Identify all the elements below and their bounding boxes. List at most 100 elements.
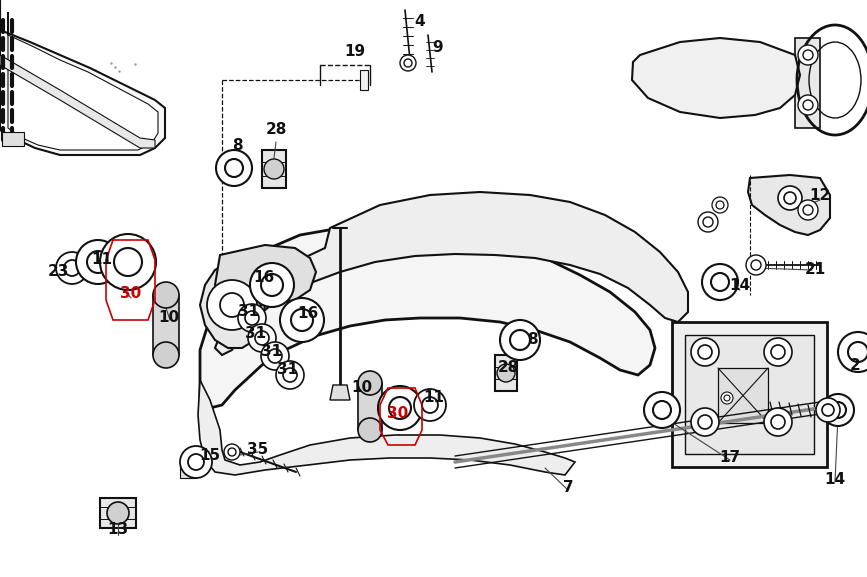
Text: 19: 19: [344, 44, 366, 59]
Text: 11: 11: [92, 253, 113, 268]
Circle shape: [644, 392, 680, 428]
Circle shape: [746, 255, 766, 275]
Text: 17: 17: [720, 451, 740, 466]
Circle shape: [225, 159, 243, 177]
Bar: [360, 70, 368, 90]
Circle shape: [207, 280, 257, 330]
Circle shape: [107, 502, 129, 524]
Circle shape: [224, 444, 240, 460]
Text: 10: 10: [351, 380, 373, 395]
Circle shape: [712, 197, 728, 213]
Text: 4: 4: [414, 14, 426, 29]
Circle shape: [216, 150, 252, 186]
Circle shape: [255, 331, 269, 345]
Circle shape: [771, 415, 785, 429]
Text: 11: 11: [423, 389, 445, 404]
Bar: [180, 462, 196, 478]
Text: 35: 35: [247, 443, 269, 458]
Text: 31: 31: [245, 325, 266, 340]
Text: 16: 16: [297, 305, 319, 320]
Circle shape: [798, 95, 818, 115]
Circle shape: [100, 234, 156, 290]
Circle shape: [691, 408, 719, 436]
Circle shape: [276, 361, 304, 389]
Circle shape: [798, 45, 818, 65]
Circle shape: [245, 311, 259, 325]
Circle shape: [711, 273, 729, 291]
Polygon shape: [632, 38, 800, 118]
Circle shape: [261, 342, 289, 370]
Circle shape: [798, 200, 818, 220]
Circle shape: [784, 192, 796, 204]
Polygon shape: [200, 225, 655, 408]
Circle shape: [153, 342, 179, 368]
Circle shape: [358, 418, 382, 442]
Circle shape: [220, 293, 244, 317]
Text: 8: 8: [526, 332, 538, 347]
Circle shape: [803, 50, 813, 60]
Circle shape: [698, 345, 712, 359]
Circle shape: [803, 205, 813, 215]
Text: 30: 30: [388, 406, 408, 421]
Text: 30: 30: [121, 287, 141, 302]
Bar: [100, 498, 136, 528]
Text: 8: 8: [231, 137, 242, 152]
Circle shape: [803, 100, 813, 110]
Text: 15: 15: [199, 448, 220, 463]
Text: 7: 7: [563, 481, 573, 496]
Polygon shape: [215, 245, 316, 310]
Text: 28: 28: [498, 359, 518, 374]
Circle shape: [751, 260, 761, 270]
Text: 31: 31: [238, 305, 259, 320]
Circle shape: [228, 448, 236, 456]
Circle shape: [764, 338, 792, 366]
Polygon shape: [0, 55, 155, 148]
Circle shape: [500, 320, 540, 360]
Circle shape: [248, 324, 276, 352]
Text: 9: 9: [433, 40, 443, 55]
Circle shape: [702, 264, 738, 300]
Text: 13: 13: [108, 523, 128, 538]
Circle shape: [188, 454, 204, 470]
Circle shape: [389, 397, 411, 419]
Bar: [153, 295, 179, 355]
Text: 16: 16: [253, 271, 275, 286]
Circle shape: [268, 349, 282, 363]
Text: 23: 23: [48, 264, 68, 279]
Circle shape: [716, 201, 724, 209]
Circle shape: [830, 402, 846, 418]
Bar: [358, 383, 382, 430]
Circle shape: [87, 251, 109, 273]
Circle shape: [698, 415, 712, 429]
Circle shape: [838, 332, 867, 372]
Polygon shape: [215, 192, 688, 355]
Circle shape: [76, 240, 120, 284]
Circle shape: [283, 368, 297, 382]
Bar: [495, 355, 517, 391]
Circle shape: [280, 298, 324, 342]
Circle shape: [404, 59, 412, 67]
Bar: [795, 38, 820, 128]
Circle shape: [291, 309, 313, 331]
Polygon shape: [330, 385, 350, 400]
Polygon shape: [198, 380, 575, 475]
Circle shape: [400, 55, 416, 71]
Circle shape: [264, 159, 284, 179]
Text: 14: 14: [729, 278, 751, 293]
Circle shape: [721, 392, 733, 404]
Circle shape: [724, 395, 730, 401]
Circle shape: [653, 401, 671, 419]
Circle shape: [250, 263, 294, 307]
Circle shape: [114, 248, 142, 276]
Circle shape: [180, 446, 212, 478]
Text: 12: 12: [810, 188, 831, 203]
Circle shape: [358, 371, 382, 395]
Circle shape: [261, 274, 283, 296]
Circle shape: [153, 282, 179, 308]
Text: 31: 31: [277, 362, 298, 377]
Text: 10: 10: [159, 310, 179, 325]
Bar: [262, 150, 286, 188]
Circle shape: [414, 389, 446, 421]
Circle shape: [238, 304, 266, 332]
Circle shape: [56, 252, 88, 284]
